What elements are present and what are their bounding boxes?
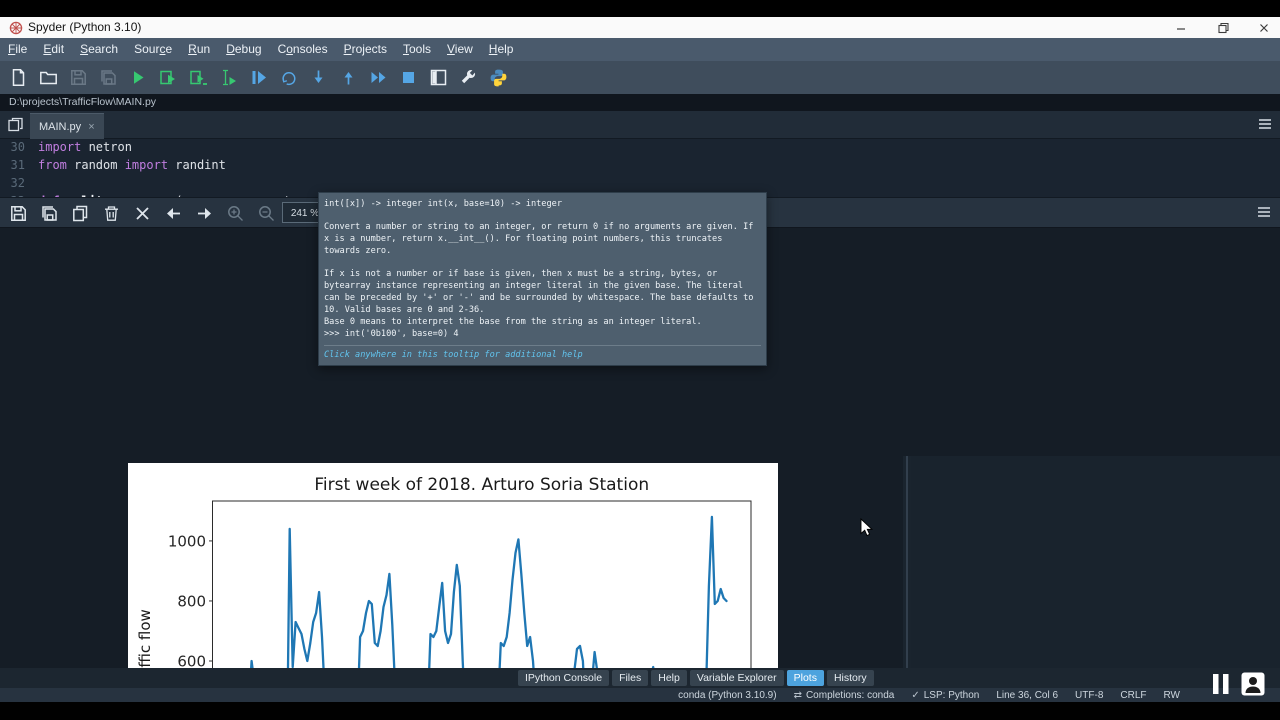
maximize-icon[interactable] [1216, 21, 1230, 35]
status-utf-8: UTF-8 [1075, 689, 1104, 701]
letterbox-bottom [0, 702, 1280, 720]
minimize-icon[interactable] [1174, 21, 1188, 35]
line-number: 31 [10, 158, 25, 172]
calltip-popup[interactable]: int([x]) -> integer int(x, base=10) -> i… [318, 192, 767, 366]
plots-splitter[interactable] [903, 456, 911, 720]
menu-bar: File Edit Search Source Run Debug Consoles Proj… [0, 38, 1280, 61]
preferences-button[interactable] [457, 66, 479, 88]
stop-button[interactable] [397, 66, 419, 88]
code-line-30[interactable]: 30 import netron [0, 138, 1252, 156]
zoom-in-button [225, 203, 245, 223]
spyder-logo-icon [9, 21, 23, 35]
breadcrumb: D:\projects\TrafficFlow\MAIN.py [0, 94, 1280, 111]
menu-run[interactable]: Run [188, 42, 211, 56]
svg-text:First week of 2018. Arturo Sor: First week of 2018. Arturo Soria Station [314, 475, 649, 495]
status-conda-python-3-10-9-: conda (Python 3.10.9) [678, 689, 777, 701]
status-line-36-col-6: Line 36, Col 6 [996, 689, 1059, 701]
plots-pane: 025507510012515017502004006008001000Firs… [0, 228, 1280, 720]
calltip-text: int([x]) -> integer int(x, base=10) -> i… [324, 199, 754, 339]
zoom-out-button [256, 203, 276, 223]
close-icon[interactable] [1257, 21, 1271, 35]
editor-pane: MAIN.py × 30 import netron 31 from random i… [0, 111, 1280, 197]
svg-text:1000: 1000 [168, 532, 206, 550]
tab-files[interactable]: Files [612, 670, 649, 686]
browse-tabs-icon[interactable] [7, 116, 24, 133]
step-into-button[interactable] [307, 66, 329, 88]
menu-view[interactable]: View [446, 42, 473, 56]
menu-file[interactable]: File [8, 42, 28, 56]
line-number: 30 [10, 140, 25, 154]
tab-plots[interactable]: Plots [786, 670, 824, 686]
status-lsp-python: ✓ LSP: Python [911, 689, 980, 701]
tab-variable-explorer[interactable]: Variable Explorer [689, 670, 784, 686]
plots-options-menu-icon[interactable] [1256, 205, 1272, 219]
status-rw: RW [1163, 689, 1180, 701]
menu-edit[interactable]: Edit [43, 42, 65, 56]
panel-tab-bar: IPython Console Files Help Variable Explore… [0, 668, 1280, 688]
code-area[interactable]: 30 import netron 31 from random import rand… [0, 138, 1252, 197]
menu-source[interactable]: Source [134, 42, 173, 56]
python-env-button[interactable] [487, 66, 509, 88]
continue-button[interactable] [367, 66, 389, 88]
menu-debug[interactable]: Debug [226, 42, 262, 56]
line-number: 32 [10, 176, 25, 190]
title-bar: Spyder (Python 3.10) [0, 17, 1280, 38]
video-avatar-icon[interactable] [1240, 671, 1266, 697]
remove-all-plots-button[interactable] [132, 203, 152, 223]
maximize-pane-button[interactable] [427, 66, 449, 88]
completions-icon: ⇄ [793, 689, 802, 701]
menu-tools[interactable]: Tools [402, 42, 431, 56]
tab-help[interactable]: Help [651, 670, 687, 686]
editor-options-menu-icon[interactable] [1257, 117, 1273, 131]
mouse-cursor [860, 518, 874, 537]
svg-text:600: 600 [177, 652, 206, 670]
svg-text:800: 800 [177, 592, 206, 610]
menu-consoles[interactable]: Consoles [277, 42, 328, 56]
menu-search[interactable]: Search [80, 42, 119, 56]
save-button [67, 66, 89, 88]
window-title: Spyder (Python 3.10) [28, 20, 142, 34]
code-line-32[interactable]: 32 [0, 174, 1252, 192]
tab-close-icon[interactable]: × [88, 120, 95, 133]
debug-button[interactable] [247, 66, 269, 88]
video-pause-icon[interactable] [1210, 671, 1232, 697]
tab-label: MAIN.py [39, 120, 82, 133]
debug-cell-button[interactable] [277, 66, 299, 88]
status-bar: conda (Python 3.10.9) ⇄ Completions: conda… [0, 688, 1280, 702]
line-number: 33 [0, 192, 38, 197]
run-button[interactable] [127, 66, 149, 88]
editor-tab-bar: MAIN.py × [0, 111, 1280, 139]
save-all-button [97, 66, 119, 88]
save-plot-button[interactable] [8, 203, 28, 223]
menu-help[interactable]: Help [488, 42, 514, 56]
check-icon: ✓ [911, 689, 920, 701]
main-toolbar: D:\projects\TrafficFlow [0, 61, 1280, 148]
previous-plot-button[interactable] [163, 203, 183, 223]
tab-history[interactable]: History [826, 670, 874, 686]
code-line-31[interactable]: 31 from random import randint [0, 156, 1252, 174]
status-completions-conda: ⇄ Completions: conda [793, 689, 895, 701]
menu-projects[interactable]: Projects [343, 42, 387, 56]
open-file-button[interactable] [37, 66, 59, 88]
status-crlf: CRLF [1120, 689, 1147, 701]
save-all-plots-button[interactable] [39, 203, 59, 223]
run-cell-button[interactable] [157, 66, 179, 88]
tab-main-py[interactable]: MAIN.py × [30, 113, 104, 139]
run-selection-button[interactable] [217, 66, 239, 88]
calltip-footer-link[interactable]: Click anywhere in this tooltip for addit… [324, 345, 761, 365]
remove-plot-button[interactable] [101, 203, 121, 223]
next-plot-button[interactable] [194, 203, 214, 223]
run-cell-advance-button[interactable] [187, 66, 209, 88]
copy-plot-button[interactable] [70, 203, 90, 223]
new-file-button[interactable] [7, 66, 29, 88]
tab-ipython-console[interactable]: IPython Console [518, 670, 610, 686]
step-return-button[interactable] [337, 66, 359, 88]
letterbox-top [0, 0, 1280, 17]
